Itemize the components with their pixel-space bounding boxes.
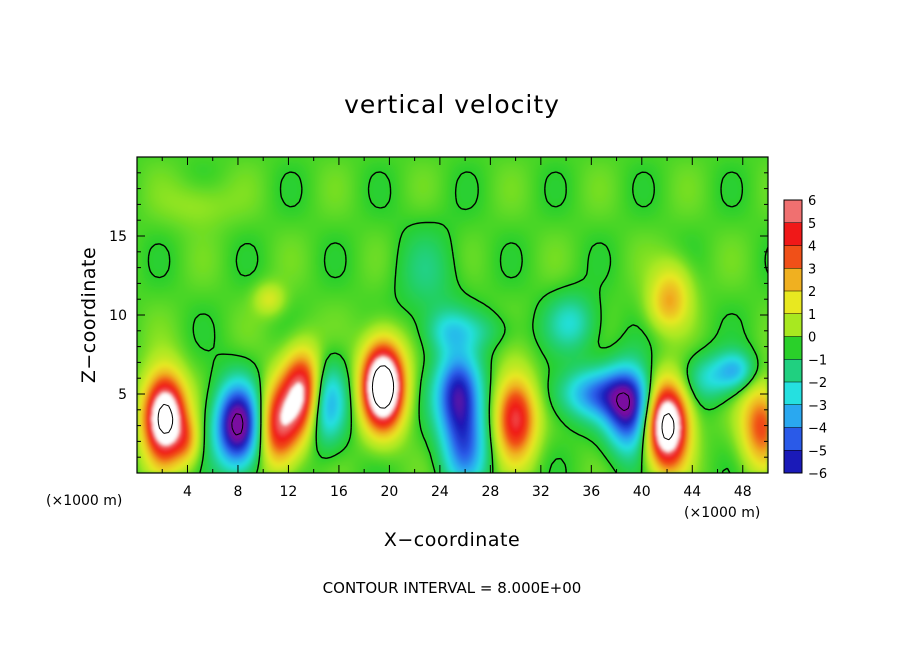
colorbar-tick-label: 0 — [808, 331, 816, 346]
x-axis-label: X−coordinate — [384, 529, 520, 551]
plot-area — [137, 157, 768, 473]
x-tick-label: 44 — [683, 484, 701, 500]
colorbar-tick-label: −3 — [808, 399, 827, 414]
x-tick-label: 28 — [481, 484, 499, 500]
colorbar-swatch — [784, 382, 802, 406]
colorbar-swatch — [784, 291, 802, 315]
chart-title: vertical velocity — [344, 90, 560, 119]
x-tick-label: 48 — [734, 484, 752, 500]
colorbar-tick-label: 1 — [808, 308, 816, 323]
colorbar-swatch — [784, 404, 802, 428]
x-unit-label-left: (×1000 m) — [46, 493, 122, 509]
x-tick-label: 24 — [431, 484, 449, 500]
colorbar-tick-label: 3 — [808, 262, 816, 277]
y-axis-label: Z−coordinate — [78, 247, 100, 383]
x-tick-label: 16 — [330, 484, 348, 500]
x-tick-label: 40 — [633, 484, 651, 500]
x-tick-label: 36 — [582, 484, 600, 500]
colorbar-tick-label: −6 — [808, 467, 827, 482]
y-axis-ticks: 5 10 15 — [109, 172, 768, 458]
colorbar-swatch — [784, 268, 802, 292]
colorbar-swatch — [784, 450, 802, 474]
colorbar-swatch — [784, 222, 802, 246]
x-unit-label-right: (×1000 m) — [684, 505, 760, 521]
x-tick-label: 12 — [280, 484, 298, 500]
colorbar-tick-label: 4 — [808, 240, 816, 255]
colorbar-tick-label: −1 — [808, 353, 827, 368]
colorbar: 6 5 4 3 2 1 0 −1 −2 −3 −4 −5 −6 — [783, 194, 827, 482]
y-tick-label: 15 — [109, 229, 127, 245]
x-tick-label: 20 — [380, 484, 398, 500]
colorbar-tick-label: −5 — [808, 444, 827, 459]
colorbar-swatch — [784, 200, 802, 224]
x-axis-ticks: 4 8 12 16 20 24 28 32 36 40 44 48 — [161, 157, 752, 500]
colorbar-swatch — [784, 245, 802, 269]
contour-lines — [147, 171, 768, 473]
contour-interval-note: CONTOUR INTERVAL = 8.000E+00 — [323, 579, 582, 597]
colorbar-tick-label: 2 — [808, 285, 816, 300]
x-tick-label: 8 — [233, 484, 242, 500]
colorbar-swatch — [784, 427, 802, 451]
x-tick-label: 4 — [183, 484, 192, 500]
contour-negative — [231, 392, 630, 436]
colorbar-swatch — [784, 336, 802, 360]
contour-positive — [157, 365, 675, 441]
contour-zero — [147, 171, 768, 473]
colorbar-tick-label: −2 — [808, 376, 827, 391]
colorbar-tick-label: 6 — [808, 194, 816, 209]
y-tick-label: 10 — [109, 308, 127, 324]
colorbar-swatch — [784, 313, 802, 337]
colorbar-swatch — [784, 359, 802, 383]
colorbar-tick-label: −4 — [808, 422, 827, 437]
colorbar-tick-label: 5 — [808, 217, 816, 232]
x-tick-label: 32 — [532, 484, 550, 500]
y-tick-label: 5 — [118, 387, 127, 403]
